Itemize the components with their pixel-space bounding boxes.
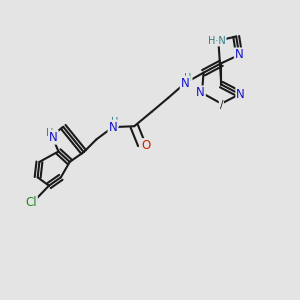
Text: O: O — [142, 139, 151, 152]
Text: N: N — [109, 121, 117, 134]
Text: Cl: Cl — [25, 196, 37, 208]
Text: N: N — [181, 76, 189, 90]
Text: H: H — [46, 128, 53, 138]
Text: /: / — [220, 100, 223, 110]
Text: N: N — [235, 48, 244, 62]
Text: H·N: H·N — [208, 36, 226, 46]
Text: N: N — [49, 131, 58, 144]
Text: N: N — [236, 88, 245, 100]
Text: H: H — [111, 117, 118, 127]
Text: H: H — [184, 73, 192, 83]
Text: N: N — [196, 86, 205, 99]
